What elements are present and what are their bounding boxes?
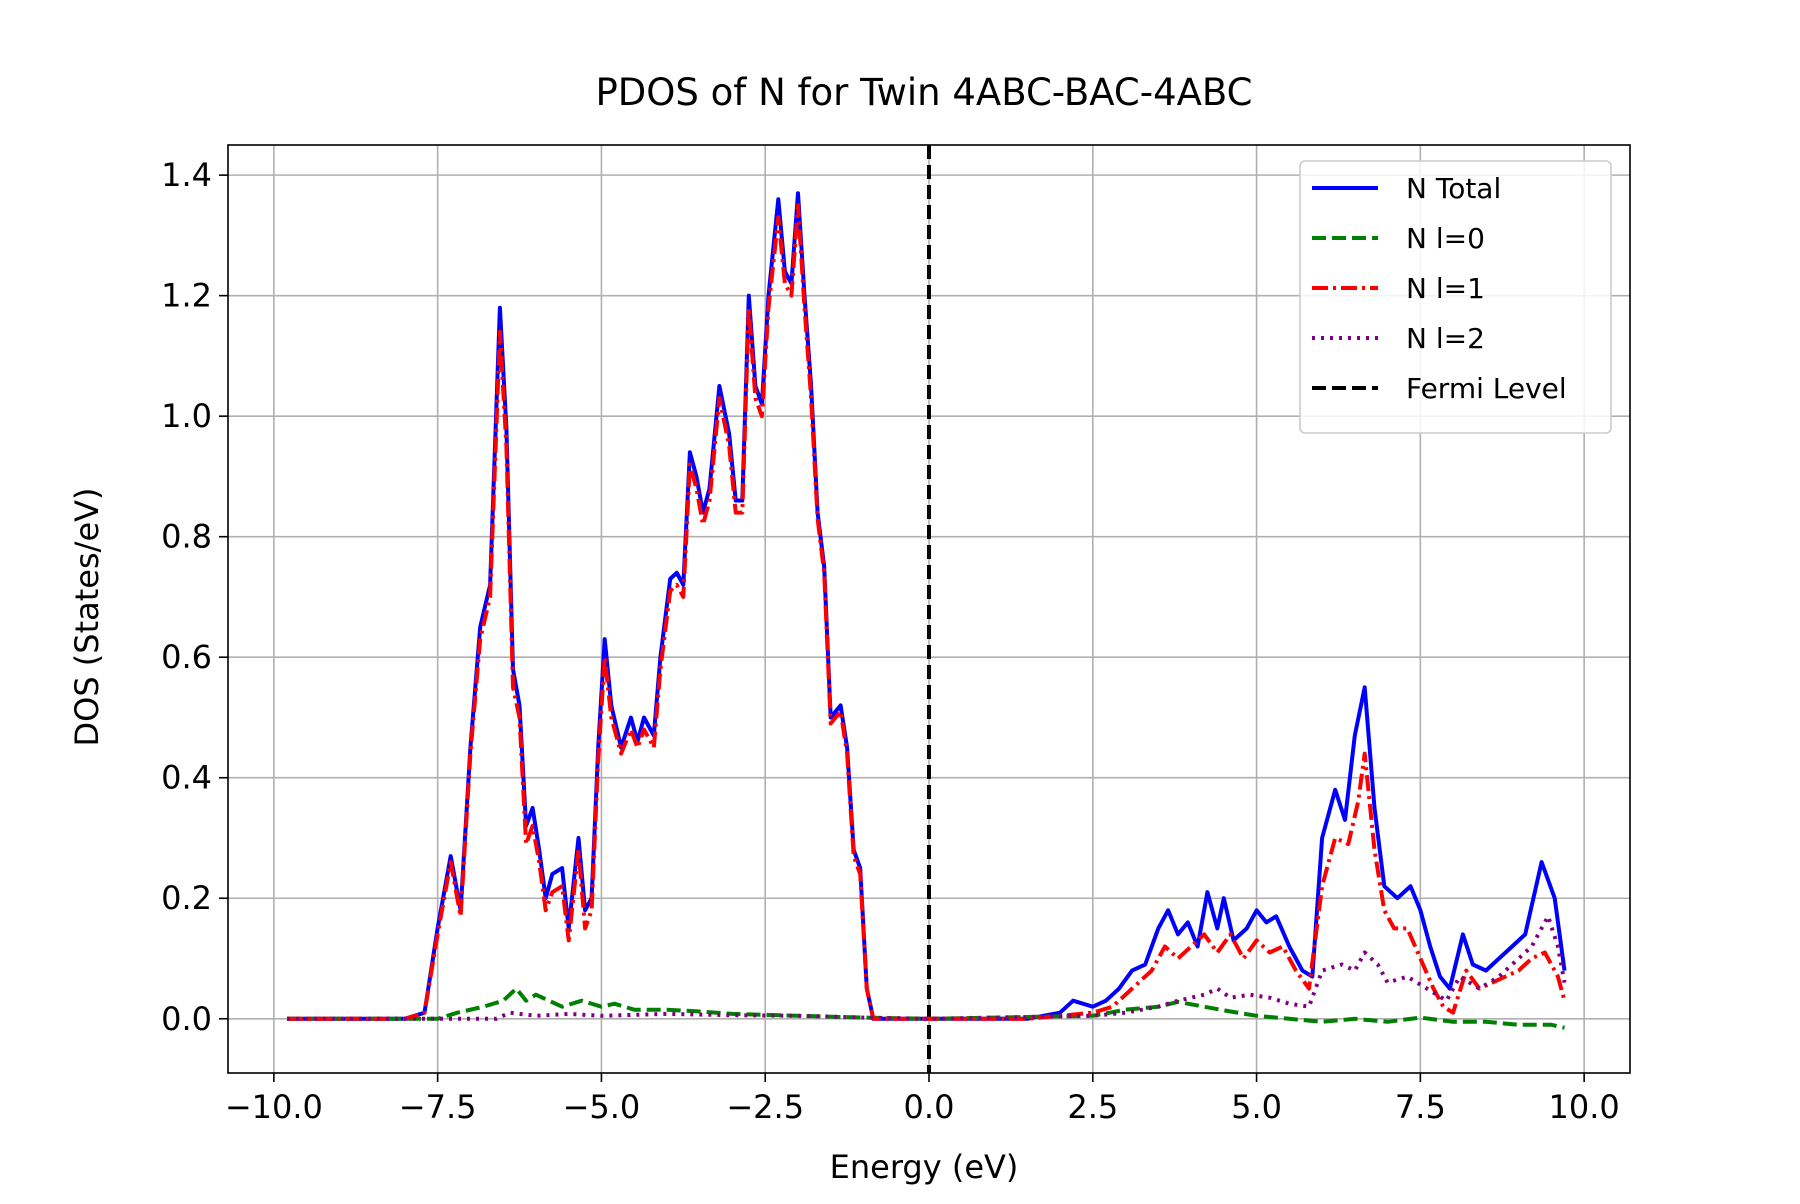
legend-entry-label: Fermi Level — [1406, 372, 1567, 405]
x-tick-label: 10.0 — [1549, 1088, 1620, 1126]
x-tick-label: −2.5 — [726, 1088, 804, 1126]
series-line-n-l-0 — [287, 986, 1565, 1030]
legend-entry-label: N l=0 — [1406, 222, 1485, 255]
y-tick-label: 1.4 — [161, 156, 212, 194]
y-tick-label: 0.8 — [161, 518, 212, 556]
x-tick-label: −10.0 — [225, 1088, 323, 1126]
y-tick-label: 0.2 — [161, 879, 212, 917]
ticks: −10.0 −7.5 −5.0 −2.5 0.0 2.5 5.0 7.5 10.0 0.0 0.2 0… — [161, 156, 1620, 1126]
legend-entry-label: N Total — [1406, 172, 1501, 205]
y-axis-label: DOS (States/eV) — [68, 487, 106, 746]
series-line-n-l-1 — [287, 203, 1567, 1021]
y-tick-label: 1.2 — [161, 277, 212, 315]
legend: N Total N l=0 N l=1 N l=2 Fermi Level — [1299, 160, 1612, 434]
y-tick-label: 0.6 — [161, 638, 212, 676]
y-tick-label: 1.0 — [161, 397, 212, 435]
x-tick-label: −5.0 — [563, 1088, 641, 1126]
y-tick-label: 0.4 — [161, 759, 212, 797]
x-tick-label: 5.0 — [1231, 1088, 1282, 1126]
legend-box — [1299, 160, 1612, 434]
x-tick-label: 0.0 — [904, 1088, 955, 1126]
x-tick-label: 7.5 — [1395, 1088, 1446, 1126]
series-line-n-l-2 — [287, 914, 1567, 1021]
legend-entry-label: N l=2 — [1406, 322, 1485, 355]
series-layer — [287, 191, 1567, 1030]
y-tick-label: 0.0 — [161, 1000, 212, 1038]
x-tick-label: −7.5 — [399, 1088, 477, 1126]
chart-title: PDOS of N for Twin 4ABC-BAC-4ABC — [595, 71, 1252, 114]
x-axis-label: Energy (eV) — [830, 1148, 1019, 1186]
x-tick-label: 2.5 — [1067, 1088, 1118, 1126]
series-line-n-total — [287, 191, 1567, 1021]
legend-entry-label: N l=1 — [1406, 272, 1485, 305]
